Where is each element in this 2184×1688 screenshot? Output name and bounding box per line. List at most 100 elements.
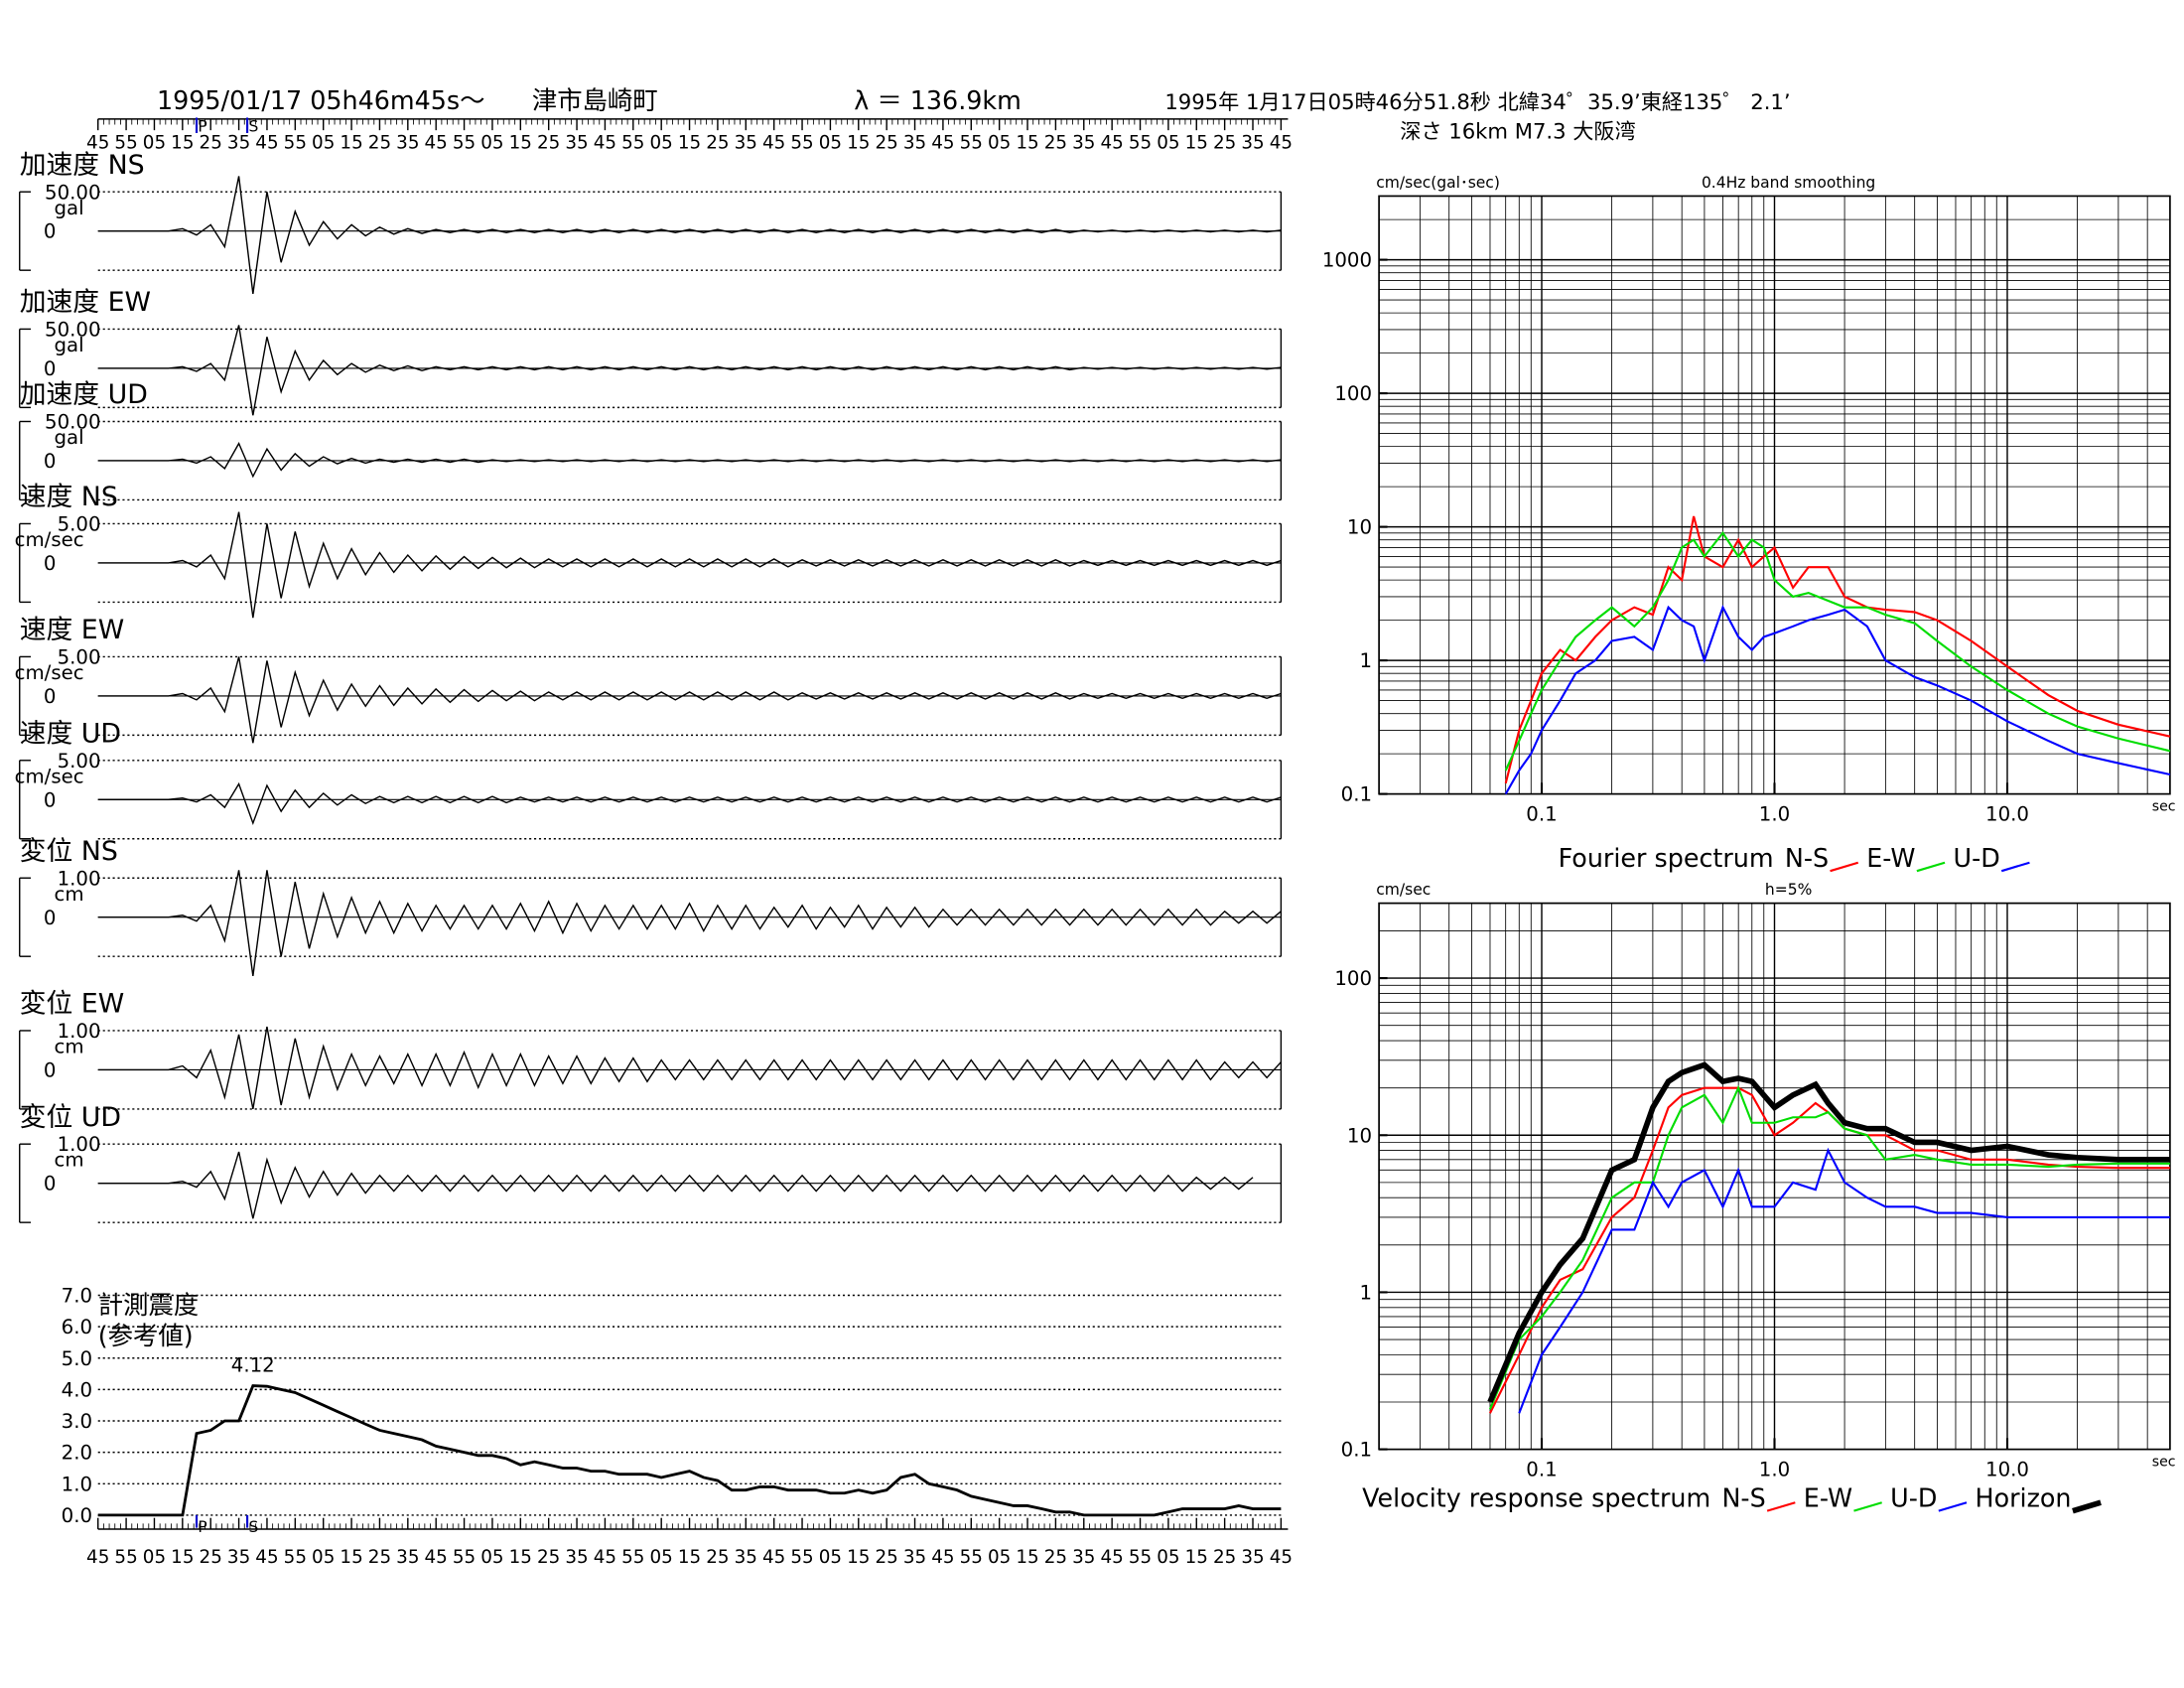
panel-label: 加速度 EW — [20, 287, 151, 318]
x-tick-label: 15 — [171, 132, 194, 153]
x-tick-label: 0.1 — [1526, 802, 1557, 825]
waveform — [97, 176, 1282, 294]
panel-label: 速度 NS — [20, 482, 118, 512]
x-tick-label: 15 — [678, 132, 701, 153]
x-tick-label: 45 — [762, 1547, 785, 1568]
x-tick-label: 15 — [509, 132, 532, 153]
panel-unit: cm/sec — [15, 765, 84, 787]
y-tick-label: 4.0 — [62, 1378, 92, 1401]
x-tick-label: 15 — [847, 132, 870, 153]
y-tick-label: 5.00 — [58, 750, 101, 773]
x-tick-label: 05 — [312, 1547, 335, 1568]
legend-swatch — [2072, 1499, 2102, 1514]
y-tick-label: 0.1 — [1341, 783, 1372, 806]
y-tick-label: 0 — [44, 220, 57, 243]
waveform — [97, 870, 1282, 977]
x-tick-label: 45 — [255, 132, 278, 153]
x-tick-label: 15 — [1016, 1547, 1038, 1568]
x-tick-label: 55 — [453, 132, 476, 153]
x-tick-label: 45 — [594, 132, 616, 153]
spectrum-line — [1518, 1147, 2170, 1414]
panel-unit: cm/sec — [15, 528, 84, 551]
panel-label: 速度 EW — [20, 615, 124, 645]
x-tick-label: 45 — [86, 132, 109, 153]
x-tick-label: 45 — [594, 1547, 616, 1568]
y-tick-label: 50.00 — [45, 181, 101, 204]
x-tick-label: 55 — [621, 132, 644, 153]
header-station: 津市島崎町 — [532, 85, 658, 115]
x-tick-label: 15 — [847, 1547, 870, 1568]
y-axis-label: cm/sec(gal･sec) — [1376, 174, 1500, 192]
x-tick-label: 25 — [1044, 1547, 1067, 1568]
x-tick-label: 45 — [931, 1547, 954, 1568]
x-tick-label: 15 — [1185, 132, 1208, 153]
y-tick-label: 0 — [44, 907, 57, 929]
x-tick-label: 05 — [650, 1547, 673, 1568]
x-tick-label: 35 — [1072, 132, 1095, 153]
x-tick-label: 0.1 — [1526, 1458, 1557, 1480]
y-tick-label: 50.00 — [45, 318, 101, 341]
x-tick-label: 25 — [1213, 132, 1236, 153]
x-tick-label: 55 — [790, 1547, 813, 1568]
x-tick-label: 35 — [396, 1547, 419, 1568]
x-tick-label: 55 — [960, 1547, 983, 1568]
x-tick-label: 25 — [1044, 132, 1067, 153]
x-tick-label: 45 — [931, 132, 954, 153]
chart-subtitle: (参考値) — [98, 1321, 194, 1350]
x-tick-label: 25 — [875, 132, 897, 153]
x-tick-label: 35 — [1241, 1547, 1264, 1568]
chart-title: 計測震度 — [98, 1290, 200, 1320]
y-tick-label: 7.0 — [62, 1285, 92, 1308]
panel-unit: cm — [55, 1149, 84, 1172]
y-tick-label: 0 — [44, 1173, 57, 1196]
spectrum-line — [1504, 530, 2171, 772]
chart-subtitle: h=5% — [1765, 881, 1812, 899]
x-tick-label: 25 — [537, 132, 560, 153]
x-tick-label: 35 — [396, 132, 419, 153]
x-tick-label: 25 — [875, 1547, 897, 1568]
waveform — [97, 656, 1282, 744]
y-tick-label: 0.1 — [1341, 1439, 1372, 1462]
y-tick-label: 50.00 — [45, 411, 101, 434]
y-tick-label: 0 — [44, 788, 57, 811]
y-tick-label: 10 — [1347, 1124, 1372, 1147]
spectrum-line — [1504, 604, 2171, 795]
x-tick-label: 35 — [735, 1547, 757, 1568]
panel-label: 変位 UD — [20, 1102, 121, 1133]
x-tick-label: 35 — [903, 132, 926, 153]
x-tick-label: 35 — [1241, 132, 1264, 153]
x-tick-label: 05 — [1157, 1547, 1179, 1568]
header-distance: λ ＝ 136.9km — [854, 85, 1022, 115]
y-tick-label: 100 — [1334, 967, 1372, 990]
x-tick-label: 05 — [819, 1547, 842, 1568]
y-axis-label: cm/sec — [1376, 881, 1431, 899]
x-tick-label: 05 — [1157, 132, 1179, 153]
x-tick-label: 45 — [762, 132, 785, 153]
panel-unit: gal — [55, 334, 84, 356]
panel-label: 加速度 NS — [20, 150, 145, 181]
spectrum-line — [1487, 1061, 2170, 1404]
panel-label: 速度 UD — [20, 718, 121, 749]
legend-swatch — [2000, 861, 2030, 873]
legend-label: E-W — [1804, 1482, 1852, 1512]
y-tick-label: 6.0 — [62, 1316, 92, 1338]
x-tick-label: 25 — [706, 1547, 729, 1568]
x-tick-label: 35 — [903, 1547, 926, 1568]
x-tick-label: 35 — [1072, 1547, 1095, 1568]
legend-swatch — [1938, 1501, 1968, 1512]
y-tick-label: 2.0 — [62, 1442, 92, 1465]
x-tick-label: 35 — [227, 1547, 250, 1568]
panel-label: 加速度 UD — [20, 379, 148, 410]
x-tick-label: 25 — [368, 1547, 391, 1568]
y-tick-label: 0 — [44, 552, 57, 575]
x-tick-label: 25 — [1213, 1547, 1236, 1568]
y-tick-label: 0 — [44, 450, 57, 473]
x-tick-label: 35 — [227, 132, 250, 153]
x-tick-label: 55 — [284, 1547, 307, 1568]
panel-unit: gal — [55, 426, 84, 449]
header-depth: 深さ 16km M7.3 大阪湾 — [1400, 119, 1635, 144]
panel-unit: cm/sec — [15, 661, 84, 684]
legend-label: U-D — [1890, 1482, 1937, 1512]
